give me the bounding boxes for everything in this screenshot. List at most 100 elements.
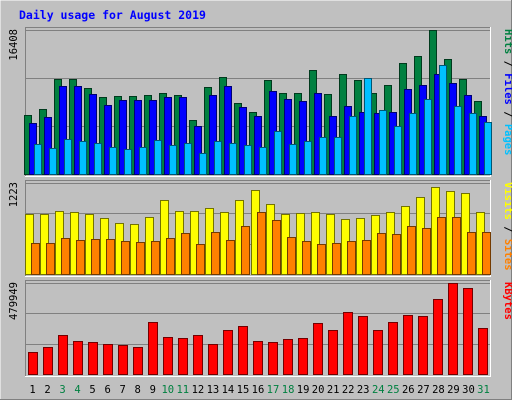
panel-legend: KBytes <box>502 282 512 320</box>
series-hits <box>24 30 482 175</box>
bar-sites-day-11 <box>181 233 190 275</box>
legend-entry: Sites <box>502 239 512 271</box>
x-tick-label: 11 <box>176 384 189 396</box>
x-tick-label: 5 <box>89 384 95 396</box>
bar-sites-day-3 <box>61 238 70 275</box>
bar-pages-day-15 <box>244 145 252 175</box>
bar-sites-day-5 <box>91 239 100 275</box>
bar-sites-day-26 <box>407 226 416 275</box>
x-tick-label: 27 <box>417 384 430 396</box>
bar-kbytes-day-7 <box>118 345 128 375</box>
bar-sites-day-1 <box>31 243 40 275</box>
bar-pages-day-7 <box>124 149 132 175</box>
bar-kbytes-day-25 <box>388 322 398 375</box>
bar-kbytes-day-11 <box>178 338 188 375</box>
x-tick-label: 8 <box>135 384 141 396</box>
x-tick-label: 16 <box>252 384 265 396</box>
bar-files-day-6 <box>104 105 112 175</box>
bar-kbytes-day-6 <box>103 344 113 375</box>
x-tick-label: 4 <box>74 384 80 396</box>
bar-pages-day-13 <box>214 141 222 175</box>
x-tick-label: 30 <box>462 384 475 396</box>
bar-pages-day-21 <box>334 137 342 175</box>
bar-sites-day-25 <box>392 234 401 275</box>
panel-max-label: 16408 <box>8 29 20 61</box>
bar-kbytes-day-14 <box>223 330 233 375</box>
panel-legend: Hits / Files / Pages <box>502 29 512 155</box>
bar-files-day-12 <box>194 126 202 175</box>
panel-visits: 1223 Visits / Sites <box>8 180 512 277</box>
bar-pages-day-3 <box>64 139 72 175</box>
panel-hits: 16408 Hits / Files / Pages <box>8 27 512 177</box>
x-tick-label: 13 <box>207 384 220 396</box>
legend-entry: Pages <box>502 124 512 156</box>
bar-sites-day-29 <box>452 217 461 275</box>
legend-entry: Visits <box>502 182 512 220</box>
x-tick-label: 26 <box>402 384 415 396</box>
legend-separator: / <box>502 220 512 239</box>
x-tick-label: 9 <box>150 384 156 396</box>
bar-sites-day-7 <box>121 241 130 275</box>
bar-files-day-8 <box>134 100 142 175</box>
bar-sites-day-16 <box>257 212 266 275</box>
x-tick-label: 17 <box>267 384 280 396</box>
bar-pages-day-10 <box>169 145 177 175</box>
bar-sites-day-12 <box>196 244 205 275</box>
bar-files-day-16 <box>254 116 262 175</box>
x-tick-label: 29 <box>447 384 460 396</box>
bar-sites-day-23 <box>362 240 371 275</box>
bar-files-day-3 <box>59 86 67 175</box>
bar-pages-day-30 <box>469 113 477 175</box>
bar-pages-day-4 <box>79 141 87 175</box>
bar-sites-day-6 <box>106 239 115 275</box>
bar-files-day-7 <box>119 100 127 175</box>
bar-sites-day-9 <box>151 241 160 275</box>
bar-files-day-11 <box>179 97 187 175</box>
bar-pages-day-26 <box>409 113 417 175</box>
x-tick-label: 14 <box>222 384 235 396</box>
bar-kbytes-day-3 <box>58 335 68 375</box>
bar-kbytes-day-17 <box>268 342 278 375</box>
bar-pages-day-22 <box>349 116 357 175</box>
bar-kbytes-day-16 <box>253 341 263 375</box>
bar-sites-day-20 <box>317 244 326 275</box>
x-tick-label: 20 <box>312 384 325 396</box>
bar-pages-day-12 <box>199 153 207 175</box>
bar-sites-day-19 <box>302 241 311 275</box>
bar-kbytes-day-20 <box>313 323 323 375</box>
bar-pages-day-9 <box>154 140 162 175</box>
bar-pages-day-17 <box>274 131 282 175</box>
bar-kbytes-day-24 <box>373 330 383 375</box>
bar-sites-day-15 <box>241 226 250 275</box>
series-files <box>29 74 487 175</box>
bar-visits-day-10 <box>160 200 169 275</box>
bar-pages-day-2 <box>49 148 57 175</box>
bar-sites-day-21 <box>332 243 341 275</box>
legend-entry: Hits <box>502 29 512 54</box>
x-tick-label: 18 <box>282 384 295 396</box>
bar-pages-day-11 <box>184 143 192 175</box>
bar-files-day-10 <box>164 97 172 175</box>
bar-pages-day-25 <box>394 126 402 175</box>
bar-kbytes-day-23 <box>358 316 368 375</box>
bar-sites-day-14 <box>226 240 235 275</box>
bar-kbytes-day-19 <box>298 338 308 375</box>
bar-files-day-14 <box>224 86 232 175</box>
x-tick-label: 10 <box>161 384 174 396</box>
bar-sites-day-28 <box>437 217 446 275</box>
x-axis: 1 2 3 4 5 6 7 8 9 10 11 12 13 14 15 16 17 18 19 20 21 22 23 24 2… <box>29 384 489 396</box>
bar-kbytes-day-21 <box>328 330 338 375</box>
bar-kbytes-day-18 <box>283 339 293 375</box>
bar-kbytes-day-28 <box>433 299 443 375</box>
bar-pages-day-28 <box>439 65 447 175</box>
bar-pages-day-31 <box>484 122 492 175</box>
panel-max-label: 479949 <box>8 282 20 320</box>
bar-pages-day-29 <box>454 106 462 175</box>
bar-sites-day-30 <box>467 232 476 275</box>
bar-pages-day-20 <box>319 137 327 175</box>
bar-sites-day-10 <box>166 238 175 275</box>
bar-pages-day-1 <box>34 144 42 175</box>
x-tick-label: 21 <box>327 384 340 396</box>
bar-sites-day-24 <box>377 233 386 275</box>
bar-sites-day-22 <box>347 241 356 275</box>
